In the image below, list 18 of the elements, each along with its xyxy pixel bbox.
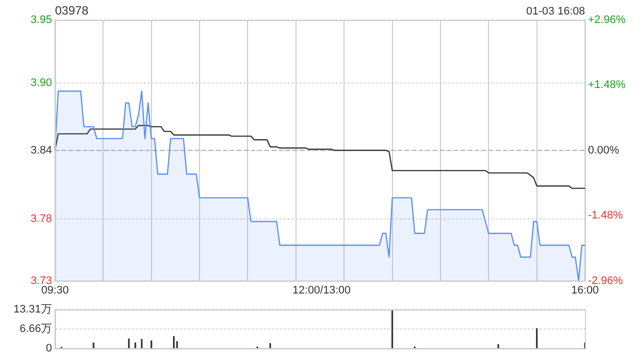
y2-tick-label: -2.96% (588, 274, 624, 287)
chart-title: 03978 (55, 3, 89, 18)
y-tick-label: 3.84 (30, 144, 52, 156)
x-tick-label: 16:00 (571, 284, 599, 296)
y2-tick-label: +2.96% (588, 14, 626, 26)
x-tick-label: 12:00/13:00 (292, 284, 351, 296)
y2-tick-label: +1.48% (588, 79, 626, 92)
y2-tick-label: 0.00% (588, 144, 620, 156)
x-tick-label: 09:30 (41, 284, 69, 296)
y-tick-label: 3.90 (30, 76, 52, 89)
y-tick-label: 3.78 (30, 213, 52, 226)
text: 01-03 16:08 (526, 6, 585, 18)
y-tick-label: 0 (46, 342, 52, 354)
y-tick-label: 13.31万 (13, 304, 52, 316)
y-tick-label: 6.66万 (20, 323, 52, 336)
y-tick-label: 3.95 (30, 14, 52, 26)
y-tick-label: 3.73 (30, 274, 52, 287)
y2-tick-label: -1.48% (588, 210, 624, 222)
